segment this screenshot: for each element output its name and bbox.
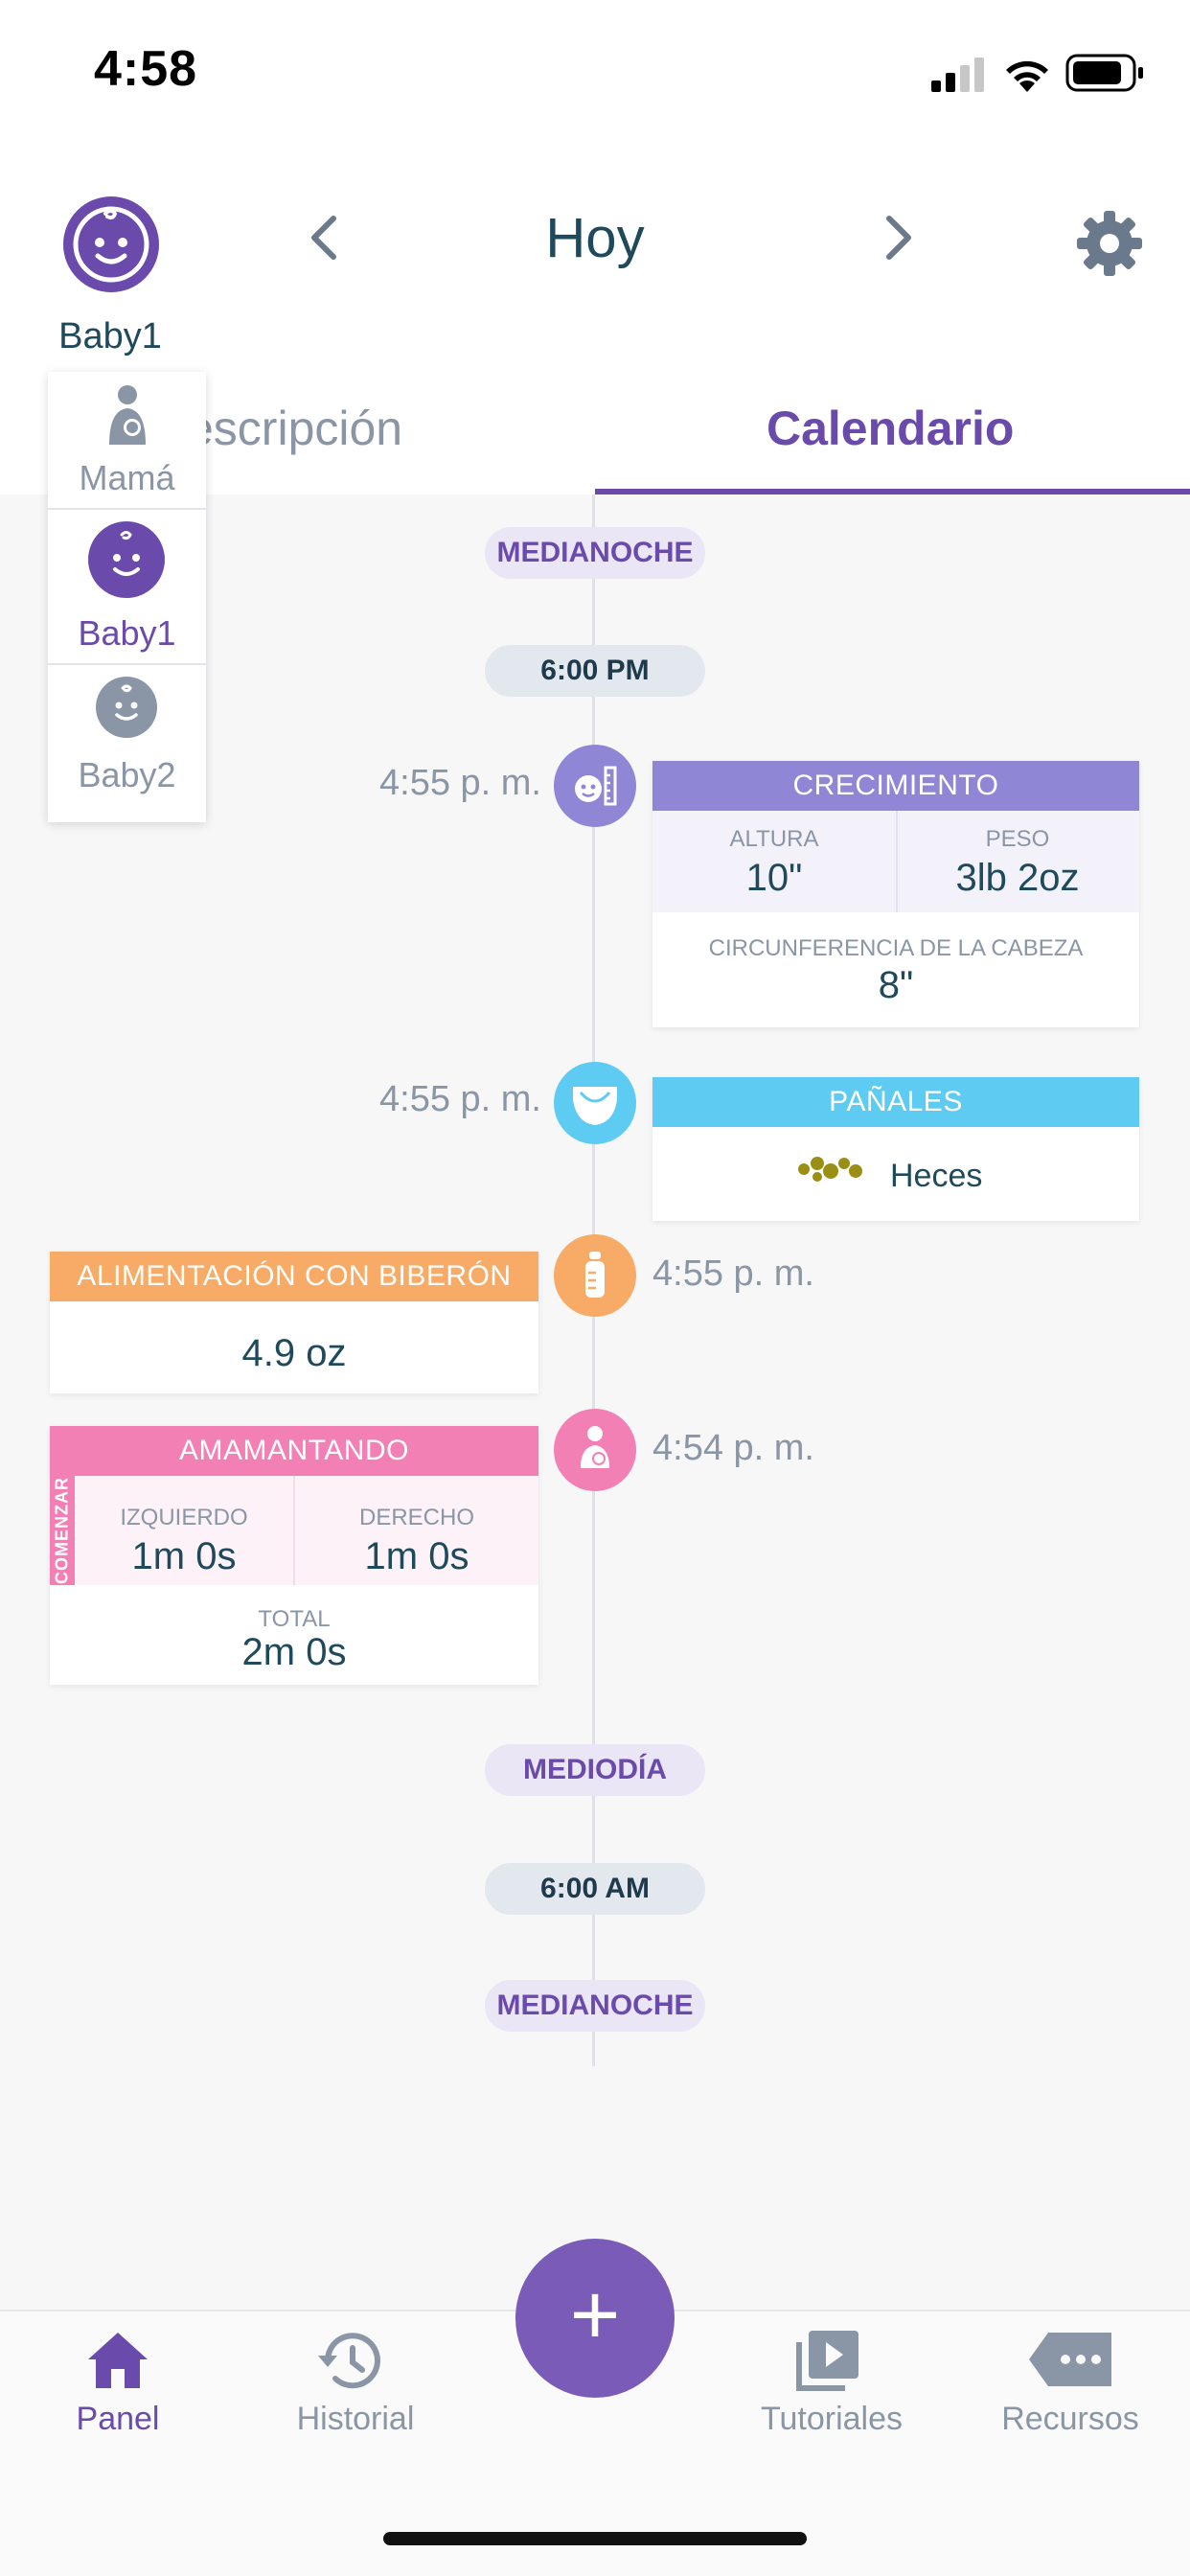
baby-name[interactable]: Baby1 <box>58 316 162 356</box>
tab-historial[interactable]: Historial <box>296 2401 415 2437</box>
chevron-left-icon[interactable] <box>305 209 343 281</box>
diapers-card-title: PAÑALES <box>652 1077 1139 1127</box>
diapers-card[interactable]: PAÑALES Heces <box>652 1077 1139 1221</box>
left-side-value: 1m 0s <box>131 1535 237 1577</box>
chevron-right-icon[interactable] <box>880 209 918 281</box>
height-label: ALTURA <box>729 826 819 852</box>
marker-midnight-bottom: MEDIANOCHE <box>485 1980 705 2032</box>
tab-descripcion[interactable]: escripción <box>187 402 403 455</box>
growth-card[interactable]: CRECIMIENTO ALTURA 10" PESO 3lb 2oz CIRC… <box>652 761 1139 1027</box>
diapers-time: 4:55 p. m. <box>379 1079 541 1119</box>
start-side-tag: COMENZAR <box>50 1476 75 1585</box>
stool-icon <box>796 1150 869 1188</box>
dropdown-label-baby1: Baby1 <box>78 613 176 653</box>
bottle-card[interactable]: ALIMENTACIÓN CON BIBERÓN 4.9 oz <box>50 1252 538 1393</box>
diaper-icon[interactable] <box>554 1062 636 1144</box>
diapers-value: Heces <box>890 1158 983 1194</box>
mother-icon <box>96 381 159 448</box>
breastfeeding-divider <box>293 1476 295 1585</box>
status-time: 4:58 <box>94 41 198 97</box>
bottle-time: 4:55 p. m. <box>652 1254 814 1294</box>
home-icon[interactable] <box>84 2329 151 2392</box>
tab-tutoriales[interactable]: Tutoriales <box>760 2401 904 2437</box>
active-tab-indicator <box>595 489 1190 494</box>
home-indicator <box>383 2532 807 2545</box>
signal-icon <box>931 56 985 94</box>
growth-time: 4:55 p. m. <box>379 763 541 803</box>
breastfeeding-card-title: AMAMANTANDO <box>50 1426 538 1476</box>
dropdown-item-baby2[interactable]: Baby2 <box>48 665 206 818</box>
baby1-face-icon <box>88 521 165 598</box>
breastfeeding-icon[interactable] <box>554 1409 636 1491</box>
weight-label: PESO <box>985 826 1050 852</box>
dropdown-label-mama: Mamá <box>79 458 175 497</box>
battery-icon <box>1065 54 1146 92</box>
breastfeeding-time: 4:54 p. m. <box>652 1428 814 1468</box>
growth-card-title: CRECIMIENTO <box>652 761 1139 811</box>
growth-icon[interactable] <box>554 745 636 827</box>
marker-noon: MEDIODÍA <box>485 1744 705 1796</box>
bottle-card-title: ALIMENTACIÓN CON BIBERÓN <box>50 1252 538 1301</box>
bottle-icon[interactable] <box>554 1234 636 1317</box>
baby-face-icon <box>73 206 149 283</box>
wifi-icon <box>1000 54 1054 94</box>
gear-icon[interactable] <box>1077 211 1142 276</box>
dropdown-separator <box>48 508 206 510</box>
add-entry-button[interactable]: + <box>515 2239 675 2398</box>
right-side-label: DERECHO <box>358 1505 474 1530</box>
tab-panel[interactable]: Panel <box>76 2401 160 2437</box>
bottle-value: 4.9 oz <box>241 1332 347 1374</box>
growth-divider <box>896 811 898 912</box>
baby2-face-icon <box>96 677 157 738</box>
total-value: 2m 0s <box>241 1631 347 1673</box>
breastfeeding-card[interactable]: AMAMANTANDO COMENZAR IZQUIERDO 1m 0s DER… <box>50 1426 538 1685</box>
baby-avatar[interactable] <box>63 196 159 292</box>
baby-switcher-dropdown: Mamá Baby1 Baby2 <box>48 372 206 822</box>
dropdown-item-baby1[interactable]: Baby1 <box>48 510 206 663</box>
marker-6pm: 6:00 PM <box>485 645 705 697</box>
height-value: 10" <box>745 857 803 899</box>
head-label: CIRCUNFERENCIA DE LA CABEZA <box>708 935 1084 961</box>
tab-recursos[interactable]: Recursos <box>1001 2401 1139 2437</box>
dropdown-item-mama[interactable]: Mamá <box>48 372 206 525</box>
dropdown-label-baby2: Baby2 <box>78 755 176 794</box>
left-side-label: IZQUIERDO <box>120 1505 248 1530</box>
marker-6am: 6:00 AM <box>485 1863 705 1915</box>
history-icon[interactable] <box>314 2327 383 2394</box>
total-label: TOTAL <box>258 1606 331 1632</box>
play-library-icon[interactable] <box>793 2327 862 2394</box>
head-value: 8" <box>878 964 914 1006</box>
dropdown-separator <box>48 663 206 665</box>
right-side-value: 1m 0s <box>364 1535 469 1577</box>
day-title: Hoy <box>545 207 645 269</box>
marker-midnight-top: MEDIANOCHE <box>485 527 705 579</box>
weight-value: 3lb 2oz <box>955 857 1080 899</box>
start-tag-label: COMENZAR <box>52 1477 72 1584</box>
resources-tag-icon[interactable] <box>1029 2333 1111 2386</box>
tab-calendario[interactable]: Calendario <box>767 402 1015 455</box>
